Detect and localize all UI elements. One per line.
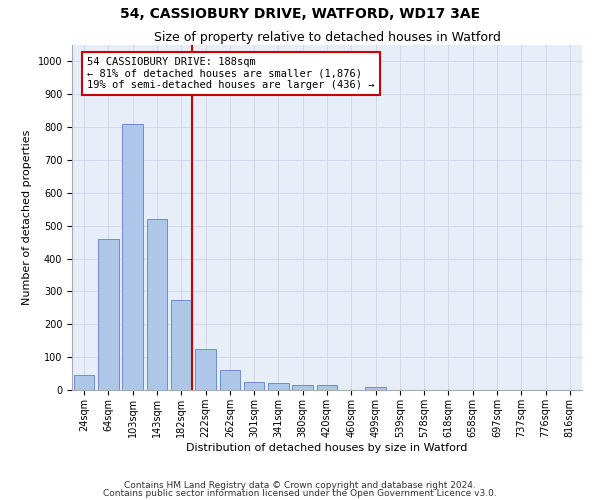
Title: Size of property relative to detached houses in Watford: Size of property relative to detached ho… (154, 31, 500, 44)
Bar (195, 349, 216, 390)
X-axis label: Distribution of detached houses by size in Watford: Distribution of detached houses by size … (187, 442, 467, 452)
Bar (365, 386, 386, 390)
Bar (98, 239, 119, 390)
Bar (244, 382, 265, 390)
Bar (220, 370, 240, 390)
Bar (317, 385, 337, 390)
Bar (74, 375, 94, 390)
Y-axis label: Number of detached properties: Number of detached properties (22, 130, 32, 305)
Bar (122, 124, 143, 390)
Text: Contains public sector information licensed under the Open Government Licence v3: Contains public sector information licen… (103, 489, 497, 498)
Bar (146, 219, 167, 390)
Text: 54, CASSIOBURY DRIVE, WATFORD, WD17 3AE: 54, CASSIOBURY DRIVE, WATFORD, WD17 3AE (120, 8, 480, 22)
Bar (268, 384, 289, 390)
Text: Contains HM Land Registry data © Crown copyright and database right 2024.: Contains HM Land Registry data © Crown c… (124, 480, 476, 490)
Text: 54 CASSIOBURY DRIVE: 188sqm
← 81% of detached houses are smaller (1,876)
19% of : 54 CASSIOBURY DRIVE: 188sqm ← 81% of det… (88, 57, 375, 90)
Bar (292, 385, 313, 390)
Bar (171, 300, 191, 390)
